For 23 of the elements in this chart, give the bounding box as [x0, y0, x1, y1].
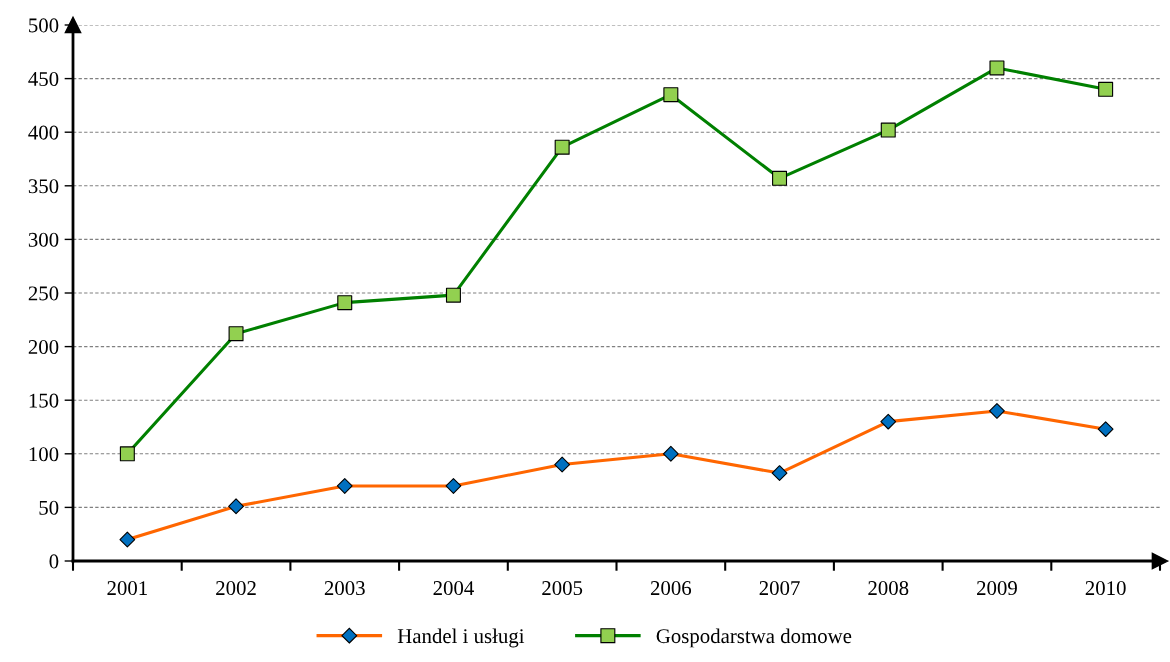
y-tick-label: 100 — [29, 447, 59, 462]
y-tick-label: 250 — [28, 286, 59, 301]
y-tick-label: 0 — [49, 554, 59, 569]
y-tick-label: 300 — [28, 232, 59, 247]
y-tick-label: 150 — [29, 393, 59, 408]
x-tick-label: 2006 — [650, 581, 692, 596]
x-tick-label: 2007 — [759, 581, 800, 596]
x-tick-label: 2001 — [107, 581, 147, 596]
y-tick-label: 350 — [28, 179, 59, 194]
y-tick-label: 500 — [29, 18, 59, 33]
y-tick-label: 450 — [28, 71, 59, 87]
x-tick-label: 2002 — [216, 581, 256, 596]
x-tick-label: 2010 — [1085, 581, 1126, 596]
legend-label: Handel i usługi — [397, 628, 525, 648]
y-tick-label: 50 — [39, 500, 59, 515]
y-tick-label: 400 — [28, 125, 59, 140]
x-tick-label: 2009 — [977, 581, 1017, 596]
x-tick-label: 2003 — [324, 581, 365, 596]
x-tick-label: 2004 — [433, 581, 474, 596]
x-tick-label: 2005 — [542, 581, 583, 596]
x-tick-label: 2008 — [868, 581, 909, 596]
y-tick-label: 200 — [28, 339, 59, 355]
legend-label: Gospodarstwa domowe — [656, 628, 852, 648]
